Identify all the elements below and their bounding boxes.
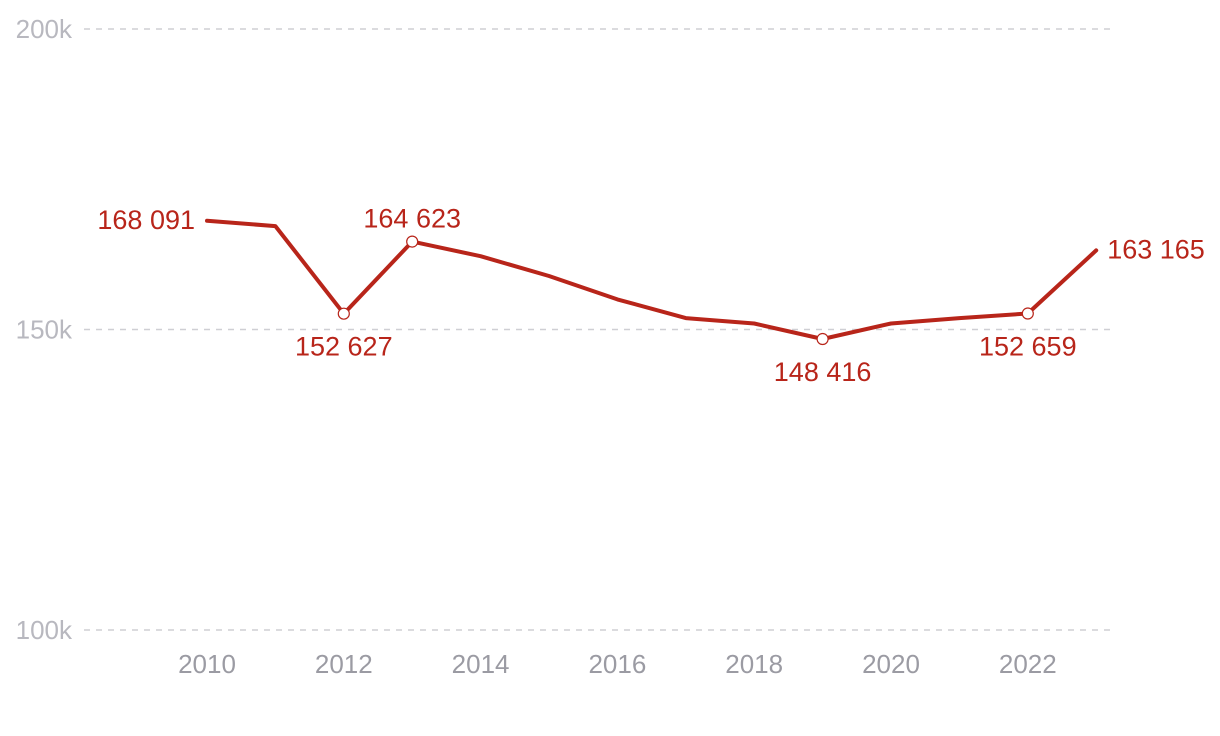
data-point-marker [1021, 307, 1034, 320]
data-label: 164 623 [363, 204, 461, 234]
series-line [205, 218, 1099, 341]
x-tick-label: 2020 [862, 649, 920, 679]
x-tick-label: 2016 [588, 649, 646, 679]
data-label: 168 091 [97, 205, 195, 235]
data-point-marker [406, 235, 419, 248]
data-labels: 168 091 152 627 164 623 148 416 152 659 163 1… [97, 204, 1204, 387]
x-axis-ticks: 2010 2012 2014 2016 2018 2020 2022 [178, 649, 1057, 679]
y-tick-label: 200k [16, 14, 73, 44]
x-tick-label: 2010 [178, 649, 236, 679]
y-tick-label: 150k [16, 315, 73, 345]
data-point-marker [337, 307, 350, 320]
x-tick-label: 2012 [315, 649, 373, 679]
series-group [205, 218, 1099, 341]
data-label: 152 627 [295, 332, 393, 362]
x-tick-label: 2022 [999, 649, 1057, 679]
data-point-marker [816, 332, 829, 346]
data-label: 148 416 [774, 357, 872, 387]
y-axis-ticks: 200k 150k 100k [16, 14, 73, 645]
data-label: 152 659 [979, 332, 1077, 362]
gridlines [84, 28, 1116, 631]
data-label: 163 165 [1107, 234, 1205, 264]
x-tick-label: 2014 [452, 649, 510, 679]
y-tick-label: 100k [16, 615, 73, 645]
x-tick-label: 2018 [725, 649, 783, 679]
